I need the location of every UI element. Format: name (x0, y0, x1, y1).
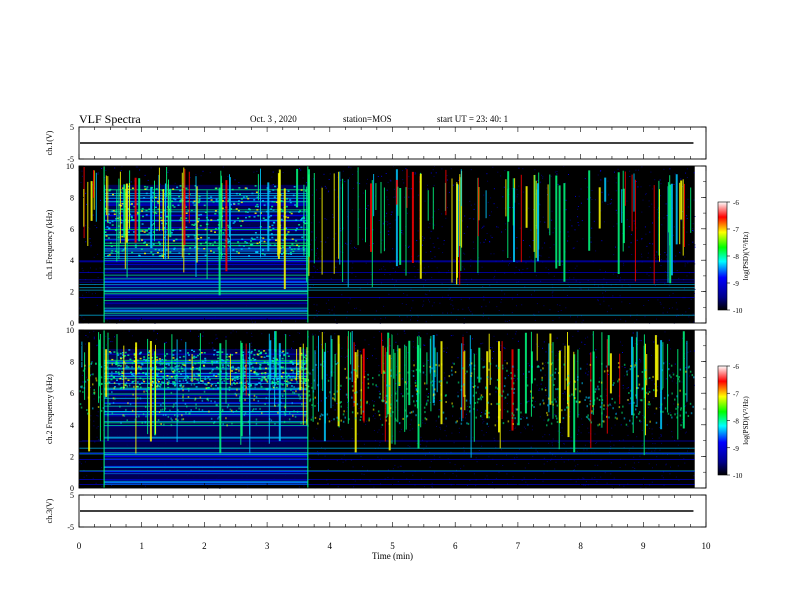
ch1-spectrogram-colorbar (717, 201, 728, 311)
ch2-spectrogram-colorbar-label: log(PSD)(V²/Hz) (742, 396, 750, 445)
ch1-voltage-y-tick-label: 5 (70, 123, 74, 132)
ch1-spectrogram-y-tick-label: 8 (70, 193, 74, 202)
ch3-voltage-y-tick-label: -5 (67, 523, 74, 532)
ch1-spectrogram-colorbar-tick-label: -7 (733, 226, 739, 234)
x-tick-label: 3 (265, 541, 270, 551)
ch2-spectrogram-y-tick-label: 10 (66, 326, 74, 335)
station-label: station=MOS (343, 114, 392, 124)
ch1-spectrogram-colorbar-tick-label: -10 (733, 307, 743, 315)
ch1-spectrogram-cells (79, 166, 696, 324)
ch1-spectrogram-colorbar-tick-label: -6 (733, 199, 739, 207)
ch1-spectrogram-colorbar-tick-label: -8 (733, 253, 739, 261)
ch2-spectrogram-colorbar-tick-label: -7 (733, 390, 739, 398)
x-tick-label: 7 (516, 541, 521, 551)
chart-title: VLF Spectra (79, 112, 141, 126)
ch1-voltage-y-tick-label: -5 (67, 155, 74, 164)
ch2-spectrogram-y-tick-label: 0 (70, 484, 74, 493)
ch2-spectrogram-cells (79, 330, 695, 489)
ch1-spectrogram-y-tick-label: 2 (70, 288, 74, 297)
ch1-spectrogram-y-tick-label: 4 (70, 256, 74, 265)
ch2-spectrogram-colorbar-tick-label: -10 (733, 472, 743, 480)
ch1-voltage-y-label: ch.1(V) (45, 130, 54, 155)
ch3-voltage-y-tick-label: 5 (70, 491, 74, 500)
x-tick-label: 8 (578, 541, 583, 551)
x-tick-label: 5 (390, 541, 395, 551)
x-tick-label: 0 (77, 541, 82, 551)
x-tick-label: 9 (641, 541, 646, 551)
ch3-voltage-y-label: ch.3(V) (45, 498, 54, 523)
start-time-label: start UT = 23: 40: 1 (437, 114, 509, 124)
ch2-spectrogram-y-tick-label: 4 (70, 421, 74, 430)
ch2-spectrogram-y-tick-label: 6 (70, 389, 74, 398)
ch1-spectrogram-y-tick-label: 0 (70, 319, 74, 328)
ch2-spectrogram-y-tick-label: 2 (70, 452, 74, 461)
x-tick-label: 2 (202, 541, 207, 551)
ch1-spectrogram-colorbar-tick-label: -9 (733, 280, 739, 288)
x-tick-label: 10 (702, 541, 712, 551)
ch1-spectrogram-colorbar-label: log(PSD)(V²/Hz) (742, 231, 750, 280)
x-tick-label: 1 (139, 541, 144, 551)
ch1-spectrogram-y-tick-label: 10 (66, 162, 74, 171)
ch2-spectrogram-colorbar (717, 365, 728, 476)
ch2-spectrogram-y-tick-label: 8 (70, 358, 74, 367)
date-label: Oct. 3 , 2020 (250, 114, 297, 124)
ch2-spectrogram-colorbar-tick-label: -8 (733, 418, 739, 426)
ch2-spectrogram-colorbar-tick-label: -6 (733, 363, 739, 371)
x-tick-label: 4 (328, 541, 333, 551)
ch1-spectrogram-y-tick-label: 6 (70, 225, 74, 234)
x-axis-label: Time (min) (372, 551, 413, 561)
ch2-spectrogram-colorbar-tick-label: -9 (733, 445, 739, 453)
ch1-spectrogram-y-label: ch.1 Frequency (kHz) (45, 209, 54, 279)
x-tick-label: 6 (453, 541, 458, 551)
ch2-spectrogram-y-label: ch.2 Frequency (kHz) (45, 374, 54, 444)
